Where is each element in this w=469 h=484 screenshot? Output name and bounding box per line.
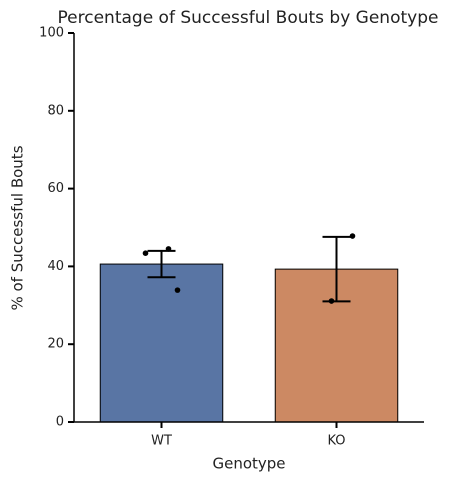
y-tick-label: 0 [56, 415, 64, 430]
data-point [349, 233, 356, 239]
x-tick-label: KO [327, 434, 345, 449]
data-point [142, 250, 149, 256]
y-axis-label: % of Successful Bouts [9, 145, 27, 310]
x-axis-label: Genotype [212, 455, 285, 473]
x-tick-label: WT [151, 434, 172, 449]
bar [99, 263, 224, 423]
y-tick-label: 100 [39, 26, 64, 41]
data-point [328, 298, 335, 304]
data-point [165, 246, 172, 252]
y-tick-label: 60 [47, 181, 64, 196]
y-tick-label: 40 [47, 259, 64, 274]
y-tick-label: 20 [47, 337, 64, 352]
data-point [174, 287, 181, 293]
chart-title: Percentage of Successful Bouts by Genoty… [58, 8, 439, 28]
error-bar [322, 235, 351, 303]
error-bar [147, 249, 176, 279]
y-tick-label: 80 [47, 103, 64, 118]
